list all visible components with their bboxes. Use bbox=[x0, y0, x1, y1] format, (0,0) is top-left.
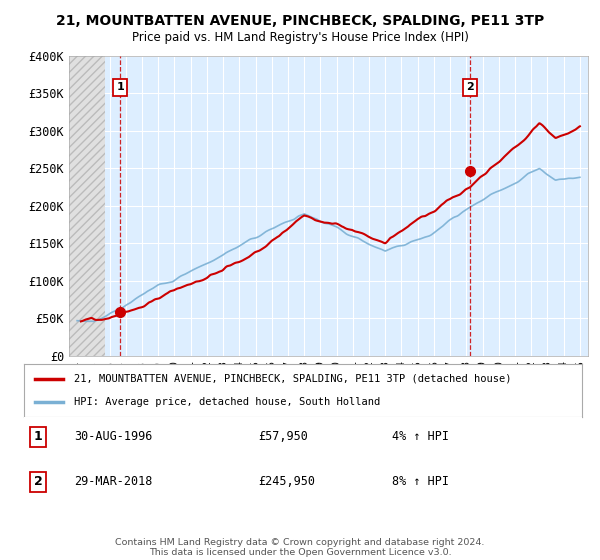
Text: 1: 1 bbox=[34, 430, 43, 444]
Text: 21, MOUNTBATTEN AVENUE, PINCHBECK, SPALDING, PE11 3TP: 21, MOUNTBATTEN AVENUE, PINCHBECK, SPALD… bbox=[56, 14, 544, 28]
Text: 1: 1 bbox=[116, 82, 124, 92]
Text: 2: 2 bbox=[466, 82, 474, 92]
Text: 29-MAR-2018: 29-MAR-2018 bbox=[74, 475, 152, 488]
Text: 21, MOUNTBATTEN AVENUE, PINCHBECK, SPALDING, PE11 3TP (detached house): 21, MOUNTBATTEN AVENUE, PINCHBECK, SPALD… bbox=[74, 374, 512, 384]
Text: Price paid vs. HM Land Registry's House Price Index (HPI): Price paid vs. HM Land Registry's House … bbox=[131, 31, 469, 44]
Text: 8% ↑ HPI: 8% ↑ HPI bbox=[392, 475, 449, 488]
Text: £245,950: £245,950 bbox=[259, 475, 316, 488]
Text: Contains HM Land Registry data © Crown copyright and database right 2024.
This d: Contains HM Land Registry data © Crown c… bbox=[115, 538, 485, 557]
Text: HPI: Average price, detached house, South Holland: HPI: Average price, detached house, Sout… bbox=[74, 397, 380, 407]
Text: 30-AUG-1996: 30-AUG-1996 bbox=[74, 430, 152, 444]
Text: 2: 2 bbox=[34, 475, 43, 488]
Text: £57,950: £57,950 bbox=[259, 430, 308, 444]
Text: 4% ↑ HPI: 4% ↑ HPI bbox=[392, 430, 449, 444]
Bar bbox=[69, 56, 104, 356]
